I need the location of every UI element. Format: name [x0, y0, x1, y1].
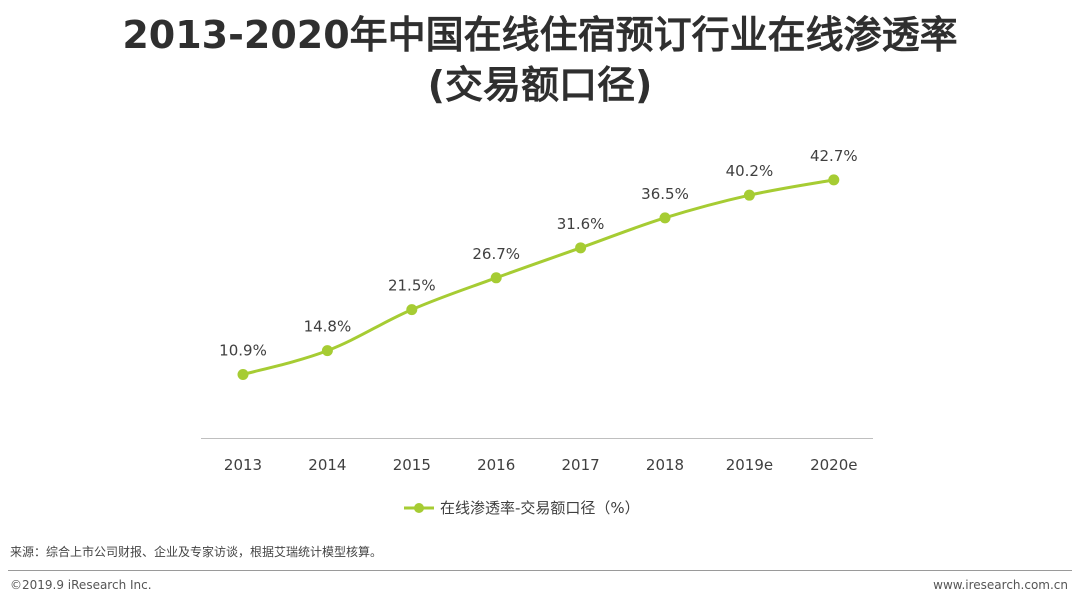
data-label: 36.5% [641, 185, 689, 203]
data-point [575, 242, 587, 254]
legend-marker [414, 503, 424, 513]
data-label: 42.7% [810, 147, 858, 165]
x-tick-label: 2017 [562, 456, 600, 474]
x-tick-label: 2013 [224, 456, 262, 474]
data-label: 40.2% [726, 162, 774, 180]
data-point [743, 189, 755, 201]
data-point [490, 272, 502, 284]
line-chart: 10.9% 2013 14.8% 2014 21.5% 2015 26.7% 2016 31.6… [201, 147, 873, 517]
data-point [321, 345, 333, 357]
x-tick-label: 2014 [308, 456, 346, 474]
copyright-text: ©2019.9 iResearch Inc. [10, 578, 152, 592]
data-point [659, 212, 671, 224]
x-tick-label: 2016 [477, 456, 515, 474]
data-point [237, 369, 249, 380]
source-note: 来源：综合上市公司财报、企业及专家访谈，根据艾瑞统计模型核算。 [10, 545, 383, 559]
chart-title-line2: (交易额口径) [427, 63, 653, 107]
legend-label: 在线渗透率-交易额口径（%） [440, 499, 640, 517]
x-tick-label: 2018 [646, 456, 684, 474]
data-label: 26.7% [472, 245, 520, 263]
data-label: 14.8% [304, 318, 352, 336]
data-label: 10.9% [219, 342, 267, 360]
x-tick-label: 2019e [726, 456, 773, 474]
x-tick-label: 2020e [810, 456, 857, 474]
series-line [241, 178, 836, 376]
data-label: 31.6% [557, 215, 605, 233]
chart-title-line1: 2013-2020年中国在线住宿预订行业在线渗透率 [122, 13, 958, 57]
data-point [828, 174, 840, 186]
footer-divider [8, 570, 1072, 571]
data-point [406, 304, 418, 316]
data-label: 21.5% [388, 277, 436, 295]
chart-title: 2013-2020年中国在线住宿预订行业在线渗透率 (交易额口径) [0, 10, 1080, 110]
x-tick-label: 2015 [393, 456, 431, 474]
website-link[interactable]: www.iresearch.com.cn [933, 578, 1068, 592]
